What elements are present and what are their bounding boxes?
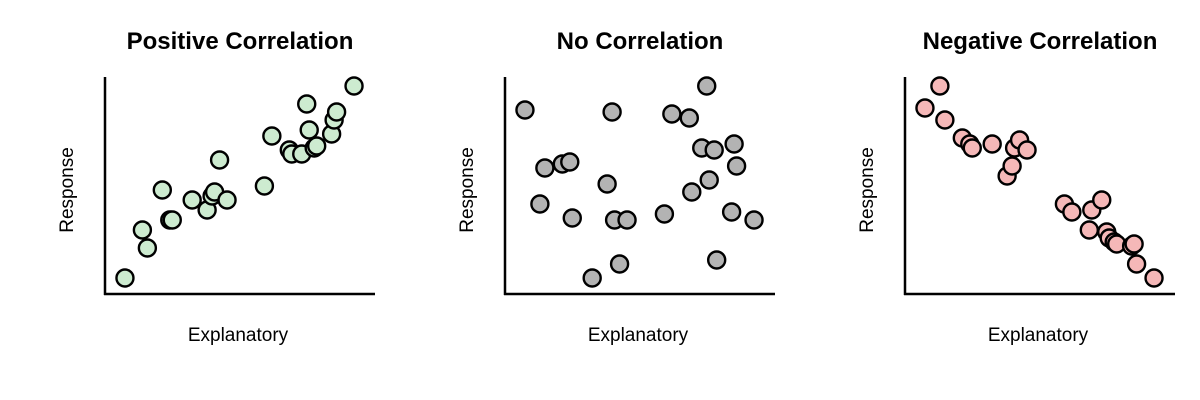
scatter-point (254, 176, 275, 196)
scatter-point (704, 140, 724, 160)
scatter-point (1124, 234, 1144, 254)
scatter-point (679, 108, 699, 128)
scatter-point (209, 150, 230, 170)
scatter-point (152, 180, 173, 200)
scatter-point (744, 210, 764, 230)
scatter-point (562, 208, 582, 228)
scatter-point (706, 250, 727, 270)
scatter-point (299, 120, 319, 140)
x-axis-label: Explanatory (588, 325, 689, 346)
scatter-point (1144, 268, 1164, 288)
scatter-point (1062, 202, 1082, 222)
scatter-point (602, 102, 622, 122)
scatter-point (344, 76, 364, 96)
scatter-point (115, 268, 135, 288)
scatter-point (1002, 156, 1022, 176)
scatter-point (597, 174, 617, 194)
scatter-point (515, 100, 535, 120)
scatter-point (1126, 254, 1147, 274)
panel-title: Positive Correlation (127, 28, 354, 55)
scatter-points (915, 76, 1164, 288)
panel-no-correlation: No Correlation Explanatory Response (457, 28, 775, 346)
scatter-point (935, 110, 955, 130)
y-axis-label: Response (457, 147, 478, 233)
scatter-point (560, 152, 580, 172)
scatter-point (724, 134, 744, 154)
scatter-point (530, 194, 550, 214)
scatter-point (697, 76, 717, 96)
scatter-points (515, 76, 764, 288)
panel-title: No Correlation (557, 28, 724, 55)
scatter-point (682, 182, 702, 202)
scatter-point (930, 76, 950, 96)
scatter-point (262, 126, 282, 146)
scatter-points (115, 76, 364, 288)
scatter-point (217, 190, 237, 210)
scatter-point (132, 220, 153, 240)
panel-negative-correlation: Negative Correlation Explanatory Respons… (857, 28, 1175, 346)
panel-title: Negative Correlation (923, 28, 1158, 55)
scatter-point (662, 104, 682, 124)
x-axis-label: Explanatory (988, 325, 1089, 346)
panel-positive-correlation: Positive Correlation Explanatory Respons… (57, 28, 375, 346)
scatter-point (915, 98, 935, 118)
scatter-point (721, 202, 742, 222)
scatter-point (1092, 190, 1112, 210)
scatter-point (306, 136, 327, 156)
scatter-point (699, 170, 719, 190)
scatter-point (582, 268, 602, 288)
scatter-point (297, 94, 317, 114)
scatter-point (726, 156, 747, 176)
scatter-point (182, 190, 202, 210)
scatter-point (1079, 220, 1100, 240)
y-axis-label: Response (57, 147, 78, 233)
scatter-point (162, 210, 182, 230)
y-axis-label: Response (857, 147, 878, 233)
scatter-point (1017, 140, 1037, 160)
scatter-point (617, 210, 637, 230)
scatter-point (609, 254, 630, 274)
scatter-point (137, 238, 158, 258)
scatter-point (962, 138, 982, 158)
scatter-point (535, 158, 555, 178)
x-axis-label: Explanatory (188, 325, 289, 346)
scatter-point (654, 204, 675, 224)
scatter-point (982, 134, 1002, 154)
scatter-point (326, 102, 347, 122)
